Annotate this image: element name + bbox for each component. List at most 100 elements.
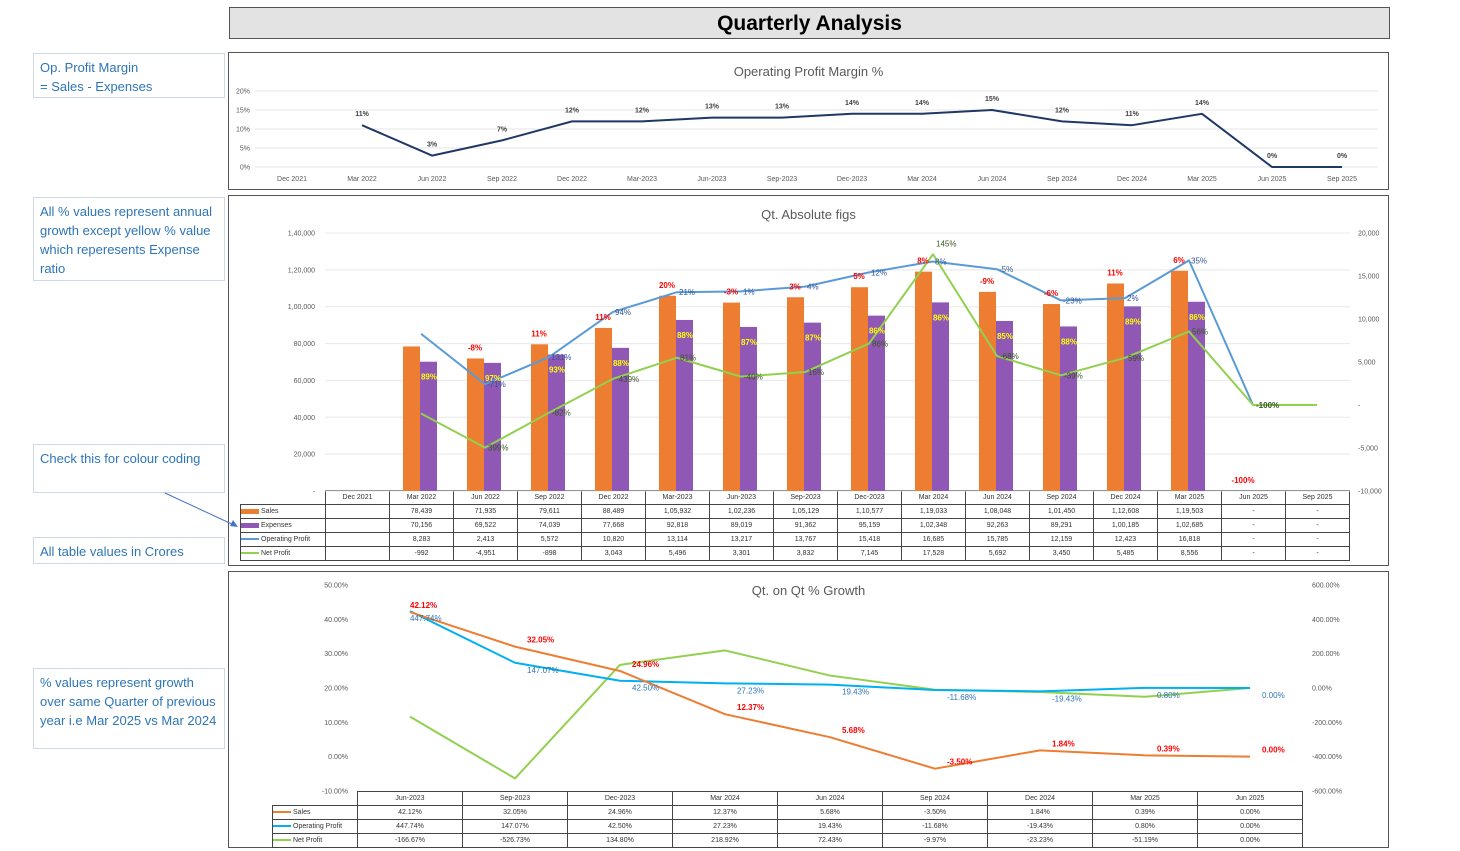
table-cell: 10,820 <box>581 532 646 547</box>
table-header-cell: Sep 2024 <box>882 791 988 806</box>
table-cell: 1,01,450 <box>1029 504 1094 519</box>
table-cell: 72.43% <box>777 833 883 848</box>
legend-swatch-icon <box>241 522 259 528</box>
absolute-chart-title: Qt. Absolute figs <box>761 207 856 222</box>
table-corner <box>241 491 326 505</box>
table-cell: 15,418 <box>837 532 902 547</box>
table-header-cell: Mar 2024 <box>672 791 778 806</box>
table-cell: 5,496 <box>645 546 710 561</box>
table-cell: 95,159 <box>837 518 902 533</box>
table-cell: 19.43% <box>777 819 883 834</box>
table-cell: -23.23% <box>987 833 1093 848</box>
table-header-cell: Jun-2023 <box>357 791 463 806</box>
table-cell: 42.12% <box>357 805 463 820</box>
table-cell: 0.00% <box>1197 833 1303 848</box>
table-cell: 13,767 <box>773 532 838 547</box>
dashboard-title: Quarterly Analysis <box>229 7 1390 39</box>
table-cell: 79,611 <box>517 504 582 519</box>
table-row: Net Profit -992 -4,951 -898 3,043 5,496 3,301 3… <box>240 546 1350 561</box>
table-header-cell: Sep 2022 <box>517 490 582 505</box>
table-cell: 12,423 <box>1093 532 1158 547</box>
table-cell: -11.68% <box>882 819 988 834</box>
table-cell: 16,818 <box>1157 532 1222 547</box>
legend-operating-profit: Operating Profit <box>240 532 326 547</box>
table-cell: 134.80% <box>567 833 673 848</box>
table-cell: - <box>1285 532 1350 547</box>
table-cell: 3,043 <box>581 546 646 561</box>
table-cell: - <box>1221 504 1286 519</box>
table-row: Operating Profit 8,283 2,413 5,572 10,820 13,… <box>240 532 1350 547</box>
table-cell: -3.50% <box>882 805 988 820</box>
table-header-cell: Dec 2021 <box>325 490 390 505</box>
table-cell: 12,159 <box>1029 532 1094 547</box>
growth-data-table: Jun-2023 Sep-2023 Dec-2023 Mar 2024 Jun 2024… <box>272 791 1303 848</box>
table-cell: 77,668 <box>581 518 646 533</box>
table-cell: 0.80% <box>1092 819 1198 834</box>
table-cell: 92,263 <box>965 518 1030 533</box>
table-cell: 147.07% <box>462 819 568 834</box>
table-cell: 70,156 <box>389 518 454 533</box>
table-cell: 88,489 <box>581 504 646 519</box>
note-growth: % values represent growth over same Quar… <box>33 668 225 749</box>
table-cell: -9.97% <box>882 833 988 848</box>
table-cell: 1,00,185 <box>1093 518 1158 533</box>
table-header-cell: Dec 2024 <box>987 791 1093 806</box>
table-cell: - <box>1285 504 1350 519</box>
table-header-cell: Mar 2025 <box>1092 791 1198 806</box>
table-cell: 0.39% <box>1092 805 1198 820</box>
table-cell: 42.50% <box>567 819 673 834</box>
table-cell: 71,935 <box>453 504 518 519</box>
legend-swatch-icon <box>241 552 259 555</box>
table-cell: 1,02,685 <box>1157 518 1222 533</box>
table-cell: 16,685 <box>901 532 966 547</box>
table-cell: -526.73% <box>462 833 568 848</box>
legend-net-profit: Net Profit <box>240 546 326 561</box>
colour-coding-arrow <box>164 492 237 527</box>
table-cell: 1,19,033 <box>901 504 966 519</box>
table-cell: - <box>1221 518 1286 533</box>
table-cell: 5,485 <box>1093 546 1158 561</box>
table-cell <box>325 546 390 561</box>
table-header-cell: Mar 2024 <box>901 490 966 505</box>
table-cell <box>325 532 390 547</box>
table-cell: 1,12,608 <box>1093 504 1158 519</box>
table-cell: 32.05% <box>462 805 568 820</box>
table-cell: -166.67% <box>357 833 463 848</box>
table-header-cell: Sep-2023 <box>773 490 838 505</box>
table-header-cell: Jun 2024 <box>965 490 1030 505</box>
table-cell: 447.74% <box>357 819 463 834</box>
table-cell: 7,145 <box>837 546 902 561</box>
opm-chart-title: Operating Profit Margin % <box>733 64 884 79</box>
table-cell: 1,02,236 <box>709 504 774 519</box>
note-colour-coding: Check this for colour coding <box>33 444 225 493</box>
table-cell: -4,951 <box>453 546 518 561</box>
table-cell: -898 <box>517 546 582 561</box>
table-cell: 3,450 <box>1029 546 1094 561</box>
table-cell: 0.00% <box>1197 819 1303 834</box>
table-cell: 92,818 <box>645 518 710 533</box>
table-cell: 89,291 <box>1029 518 1094 533</box>
table-header-cell: Mar 2022 <box>389 490 454 505</box>
table-cell: 89,019 <box>709 518 774 533</box>
table-header-cell: Jun 2025 <box>1197 791 1303 806</box>
table-header-cell: Sep 2025 <box>1285 490 1350 505</box>
opm-chart: Operating Profit Margin % <box>228 52 1389 190</box>
note-crores: All table values in Crores <box>33 537 225 564</box>
table-cell: 69,522 <box>453 518 518 533</box>
table-cell: 5.68% <box>777 805 883 820</box>
table-cell: 12.37% <box>672 805 778 820</box>
table-cell: 1.84% <box>987 805 1093 820</box>
table-cell: 0.00% <box>1197 805 1303 820</box>
table-cell: 17,528 <box>901 546 966 561</box>
legend-net-profit: Net Profit <box>272 833 358 848</box>
table-cell: -992 <box>389 546 454 561</box>
table-cell: 1,19,503 <box>1157 504 1222 519</box>
table-header-cell: Mar 2025 <box>1157 490 1222 505</box>
table-cell: - <box>1285 518 1350 533</box>
table-header-cell: Jun-2023 <box>709 490 774 505</box>
table-header-cell: Dec-2023 <box>837 490 902 505</box>
table-cell: 3,301 <box>709 546 774 561</box>
growth-chart: Qt. on Qt % Growth <box>228 571 1389 848</box>
table-row: Expenses 70,156 69,522 74,039 77,668 92,818 89… <box>240 518 1350 533</box>
table-cell: 1,05,129 <box>773 504 838 519</box>
